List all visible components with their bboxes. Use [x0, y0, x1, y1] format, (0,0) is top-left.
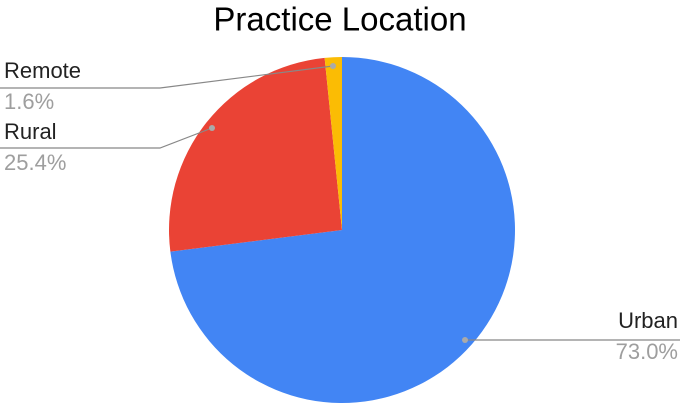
pie-slice: [169, 57, 342, 252]
chart-title: Practice Location: [213, 1, 466, 38]
slice-label: Urban: [618, 308, 678, 333]
pie-slice: [170, 57, 515, 403]
slice-label: Remote: [4, 58, 81, 83]
slice-label: Rural: [4, 119, 57, 144]
slice-value-label: 73.0%: [616, 339, 678, 364]
slice-value-label: 25.4%: [4, 150, 66, 175]
pie-slice: [324, 57, 342, 230]
leader-dot: [209, 125, 215, 131]
leader-dot: [462, 337, 468, 343]
slice-value-label: 1.6%: [4, 89, 54, 114]
leader-dot: [330, 63, 336, 69]
leader-line: [0, 65, 334, 89]
leader-line: [0, 127, 213, 149]
